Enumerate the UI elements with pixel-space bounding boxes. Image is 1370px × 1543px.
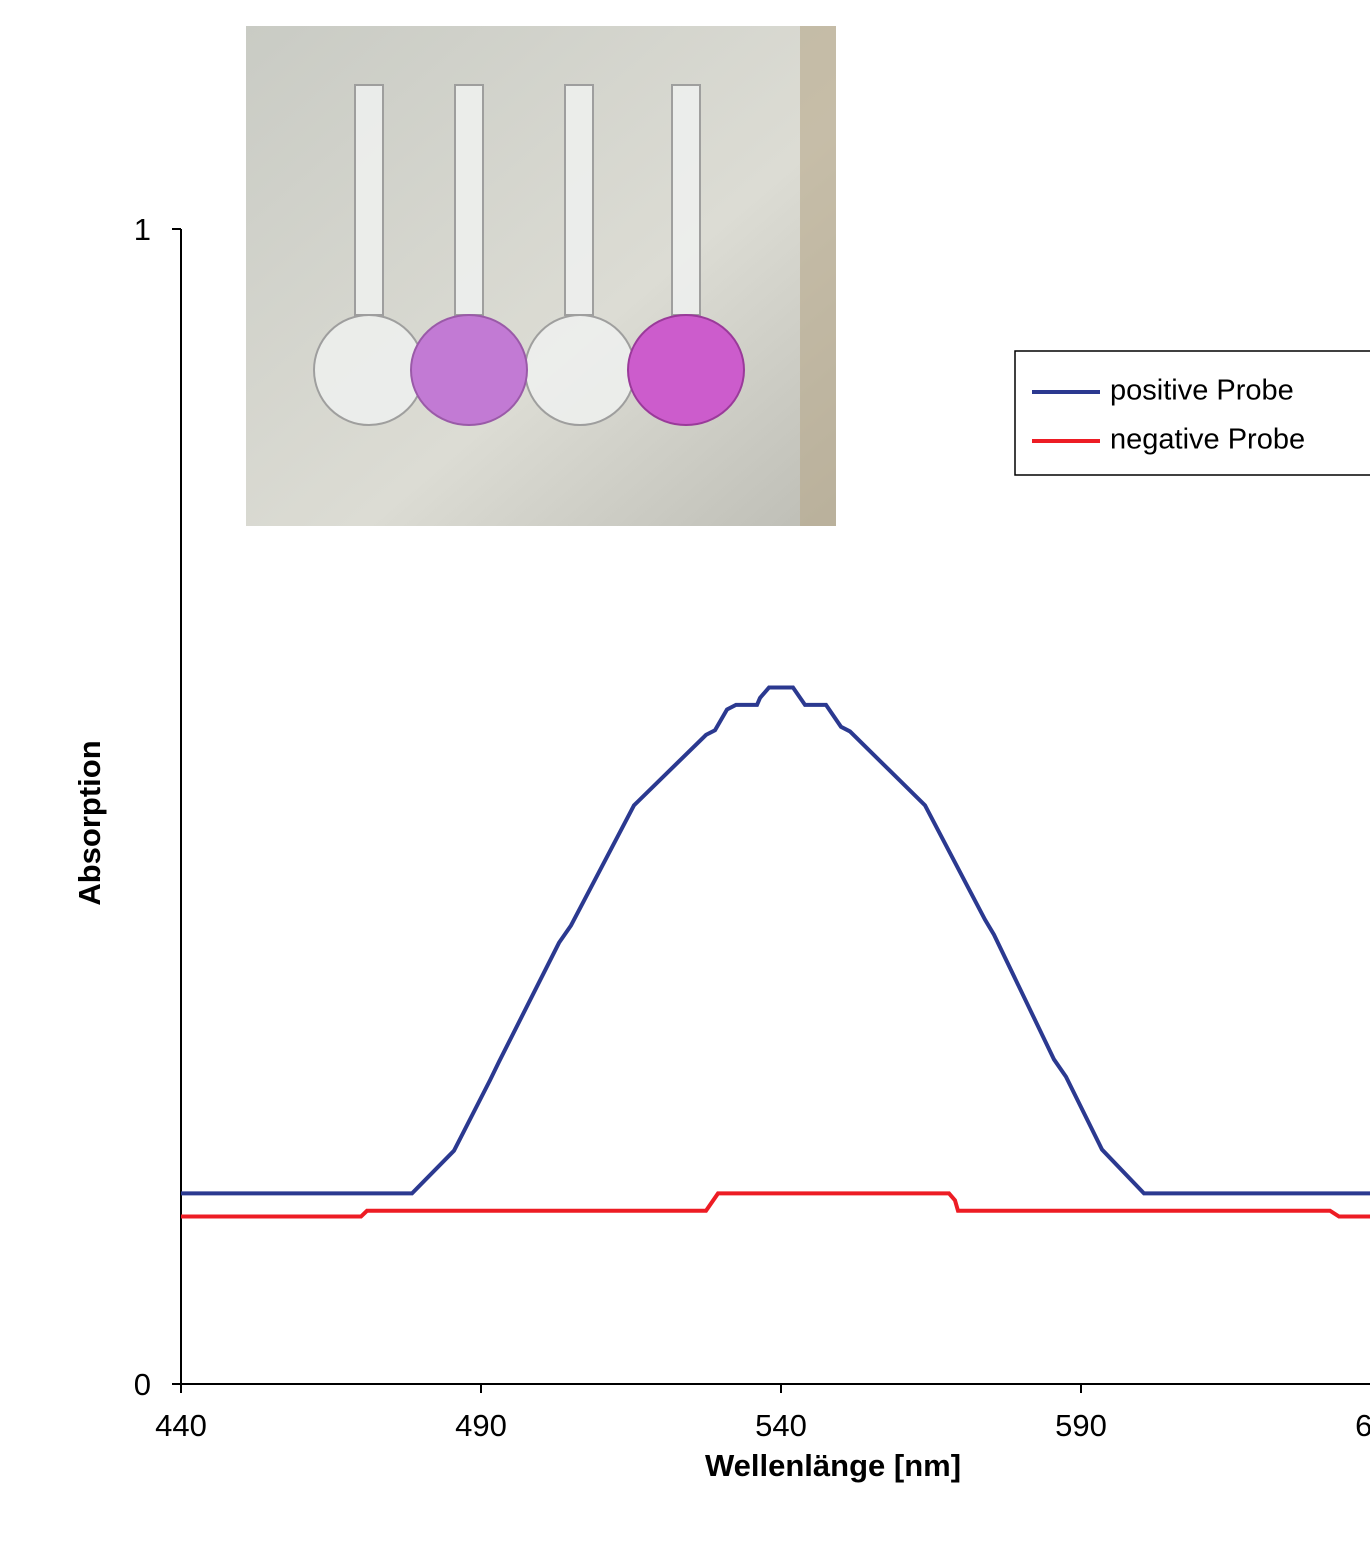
legend-box — [1014, 350, 1370, 476]
legend-label: positive Probe — [1110, 375, 1294, 407]
y-tick-label: 0 — [134, 1367, 151, 1402]
x-axis-title: Wellenlänge [nm] — [705, 1448, 961, 1483]
x-tick-label: 440 — [155, 1408, 207, 1443]
legend-label: negative Probe — [1110, 424, 1305, 456]
y-tick-label: 1 — [134, 212, 151, 247]
data-line — [181, 1191, 1370, 1219]
y-axis-title: Absorption — [72, 740, 107, 905]
x-tick-label: 590 — [1055, 1408, 1107, 1443]
legend — [1014, 350, 1370, 476]
x-tick-label: 490 — [455, 1408, 507, 1443]
data-line — [181, 685, 1370, 1196]
x-tick-label: 640 — [1355, 1408, 1370, 1443]
x-tick-label: 540 — [755, 1408, 807, 1443]
photo — [246, 26, 836, 526]
